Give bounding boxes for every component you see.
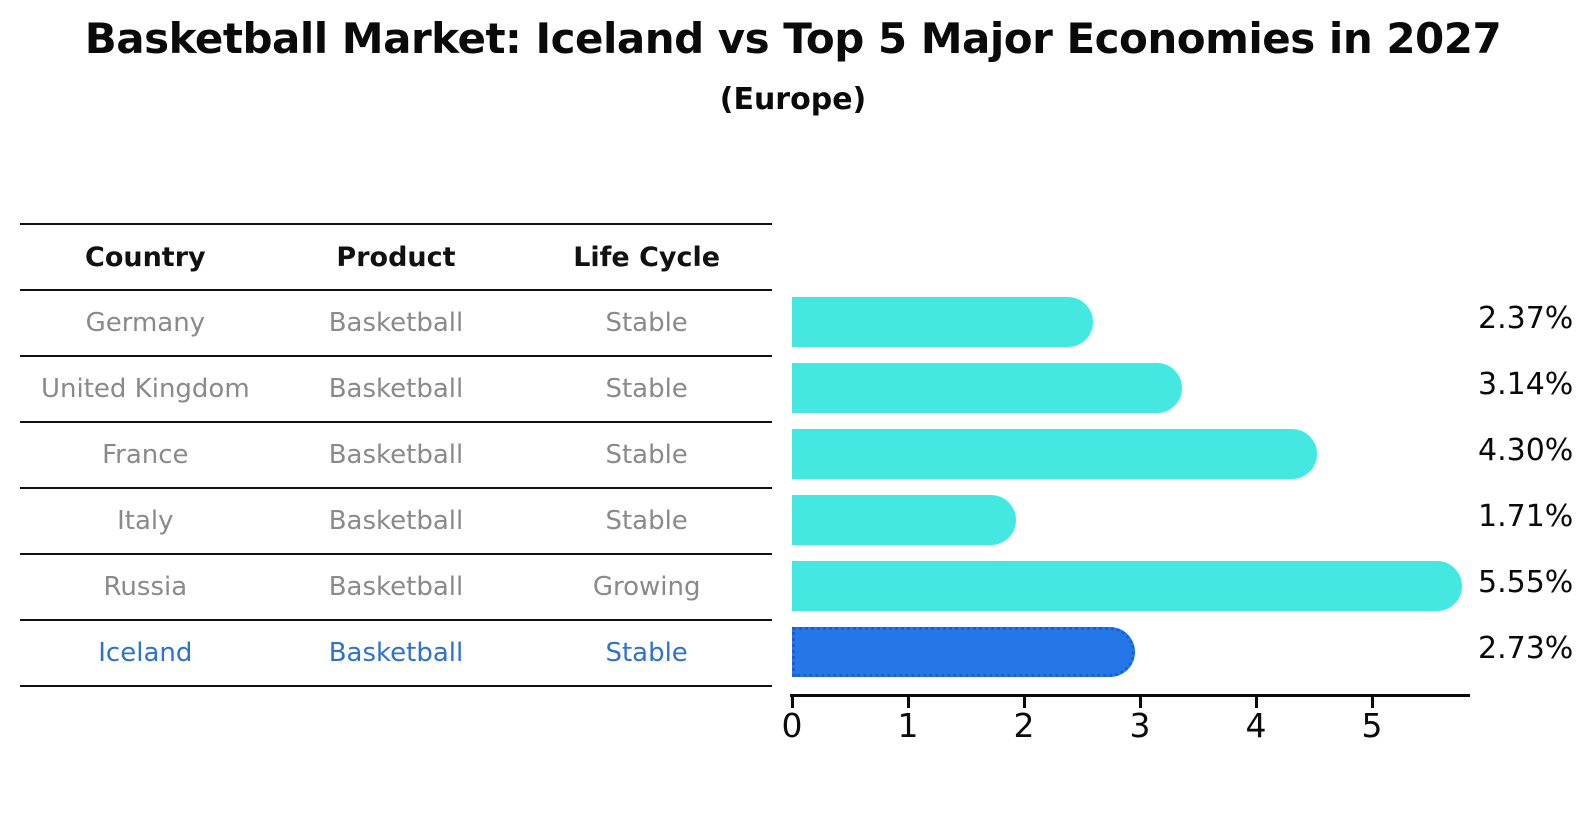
- x-axis-tick-label: 4: [1245, 706, 1267, 745]
- column-header-country: Country: [85, 241, 206, 273]
- x-axis-tick-label: 5: [1361, 706, 1383, 745]
- column-header-product: Product: [336, 241, 456, 273]
- cell-product: Basketball: [328, 308, 464, 338]
- chart-bar-france: [792, 429, 1317, 479]
- bar-value-label: 2.37%: [1478, 301, 1574, 336]
- cell-country: Italy: [117, 506, 174, 536]
- x-axis-tick-label: 1: [897, 706, 919, 745]
- table-row-germany: Germany Basketball Stable: [20, 291, 772, 357]
- cell-product: Basketball: [328, 638, 464, 668]
- x-axis-tick: [1371, 697, 1374, 708]
- page-subtitle: (Europe): [719, 82, 867, 117]
- cell-country: Germany: [85, 308, 206, 338]
- table-row-russia: Russia Basketball Growing: [20, 555, 772, 621]
- cell-product: Basketball: [328, 506, 464, 536]
- chart-bar-united-kingdom: [792, 363, 1183, 413]
- cell-product: Basketball: [328, 440, 464, 470]
- cell-lifecycle: Growing: [592, 572, 701, 602]
- cell-product: Basketball: [328, 374, 464, 404]
- cell-lifecycle: Stable: [605, 308, 688, 338]
- cell-lifecycle: Stable: [605, 506, 688, 536]
- x-axis-line: [790, 694, 1470, 697]
- x-axis-tick-label: 3: [1129, 706, 1151, 745]
- x-axis-tick-label: 0: [781, 706, 803, 745]
- table-row-italy: Italy Basketball Stable: [20, 489, 772, 555]
- cell-country: Russia: [103, 572, 188, 602]
- cell-product: Basketball: [328, 572, 464, 602]
- data-table: Country Product Life Cycle Germany Baske…: [20, 223, 772, 687]
- bar-value-label: 2.73%: [1478, 631, 1574, 666]
- cell-country: United Kingdom: [40, 374, 250, 404]
- cell-lifecycle: Stable: [605, 440, 688, 470]
- cell-lifecycle: Stable: [605, 374, 688, 404]
- bar-value-label: 3.14%: [1478, 367, 1574, 402]
- column-header-lifecycle: Life Cycle: [573, 241, 721, 273]
- table-row-iceland: Iceland Basketball Stable: [20, 621, 772, 687]
- bar-value-label: 4.30%: [1478, 433, 1574, 468]
- cell-country: France: [102, 440, 189, 470]
- cell-lifecycle: Stable: [605, 638, 688, 668]
- table-header-row: Country Product Life Cycle: [20, 225, 772, 291]
- x-axis-tick: [1023, 697, 1026, 708]
- table-row-united-kingdom: United Kingdom Basketball Stable: [20, 357, 772, 423]
- chart-bar-italy: [792, 495, 1017, 545]
- x-axis-tick: [1255, 697, 1258, 708]
- bar-value-label: 1.71%: [1478, 499, 1574, 534]
- x-axis-tick: [1139, 697, 1142, 708]
- chart-bar-iceland: [792, 627, 1135, 677]
- chart-bar-russia: [792, 561, 1462, 611]
- cell-country: Iceland: [98, 638, 193, 668]
- chart-bar-germany: [792, 297, 1093, 347]
- x-axis-tick: [791, 697, 794, 708]
- page-title: Basketball Market: Iceland vs Top 5 Majo…: [84, 14, 1502, 63]
- bar-value-label: 5.55%: [1478, 565, 1574, 600]
- x-axis-tick-label: 2: [1013, 706, 1035, 745]
- table-row-france: France Basketball Stable: [20, 423, 772, 489]
- x-axis-tick: [907, 697, 910, 708]
